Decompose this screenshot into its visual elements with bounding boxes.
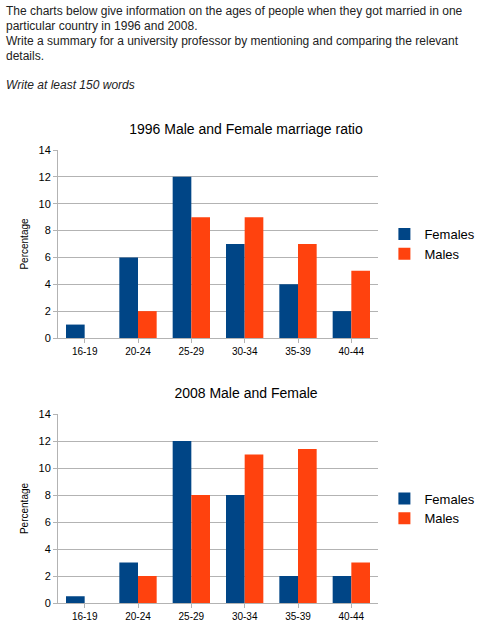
svg-text:25-29: 25-29 [179, 346, 205, 357]
html-text:Write a summary for a universi: Write a summary for a university profess… [6, 34, 458, 63]
svg-text:10: 10 [39, 198, 51, 210]
html-text:Write at least 150 words: Write at least 150 words [6, 78, 135, 92]
svg-text:2: 2 [45, 305, 51, 317]
svg-text:0: 0 [45, 332, 51, 344]
svg-text:8: 8 [45, 489, 51, 501]
svg-text:14: 14 [39, 144, 51, 156]
svg-text:30-34: 30-34 [232, 611, 258, 622]
svg-text:Males: Males [424, 247, 459, 262]
svg-text:2008 Male and Female: 2008 Male and Female [174, 385, 317, 401]
svg-text:40-44: 40-44 [339, 346, 365, 357]
svg-text:25-29: 25-29 [179, 611, 205, 622]
svg-text:6: 6 [45, 516, 51, 528]
svg-text:12: 12 [39, 171, 51, 183]
svg-text:6: 6 [45, 251, 51, 263]
svg-text:35-39: 35-39 [285, 611, 311, 622]
svg-text:16-19: 16-19 [72, 611, 98, 622]
svg-text:0: 0 [45, 597, 51, 609]
svg-text:2: 2 [45, 570, 51, 582]
svg-text:4: 4 [45, 543, 51, 555]
svg-text:20-24: 20-24 [125, 611, 151, 622]
svg-text:Percentage: Percentage [19, 218, 30, 270]
svg-text:40-44: 40-44 [339, 611, 365, 622]
html-text:The charts below give informat: The charts below give information on the… [6, 4, 463, 33]
svg-text:Percentage: Percentage [19, 482, 30, 534]
svg-text:30-34: 30-34 [232, 346, 258, 357]
svg-text:10: 10 [39, 462, 51, 474]
svg-text:35-39: 35-39 [285, 346, 311, 357]
svg-text:20-24: 20-24 [125, 346, 151, 357]
svg-text:Females: Females [424, 227, 474, 242]
svg-text:16-19: 16-19 [72, 346, 98, 357]
svg-text:4: 4 [45, 278, 51, 290]
svg-text:12: 12 [39, 435, 51, 447]
svg-text:1996 Male and Female marriage: 1996 Male and Female marriage ratio [129, 121, 363, 137]
svg-text:Females: Females [424, 492, 474, 507]
svg-text:Males: Males [424, 511, 459, 526]
svg-text:8: 8 [45, 224, 51, 236]
svg-text:14: 14 [39, 408, 51, 420]
